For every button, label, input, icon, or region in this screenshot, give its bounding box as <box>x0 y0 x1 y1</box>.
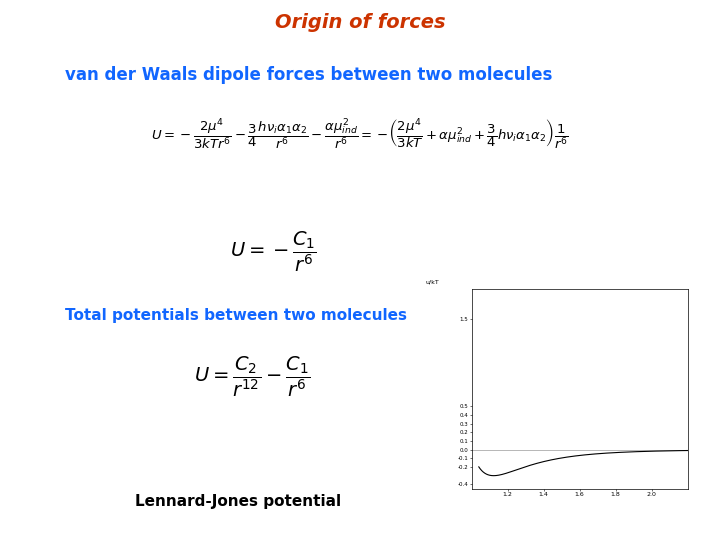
Text: Lennard-Jones potential: Lennard-Jones potential <box>135 494 341 509</box>
Text: van der Waals dipole forces between two molecules: van der Waals dipole forces between two … <box>65 66 552 84</box>
Text: $U = -\dfrac{C_1}{r^6}$: $U = -\dfrac{C_1}{r^6}$ <box>230 230 317 274</box>
Y-axis label: u/kT: u/kT <box>426 280 440 285</box>
Text: Total potentials between two molecules: Total potentials between two molecules <box>65 308 407 323</box>
Text: $U = -\dfrac{2\mu^4}{3kTr^6} - \dfrac{3}{4}\dfrac{h\nu_i\alpha_1\alpha_2}{r^6} -: $U = -\dfrac{2\mu^4}{3kTr^6} - \dfrac{3}… <box>151 116 569 152</box>
Text: $U = \dfrac{C_2}{r^{12}} - \dfrac{C_1}{r^6}$: $U = \dfrac{C_2}{r^{12}} - \dfrac{C_1}{r… <box>194 354 310 399</box>
Text: Origin of forces: Origin of forces <box>275 14 445 32</box>
